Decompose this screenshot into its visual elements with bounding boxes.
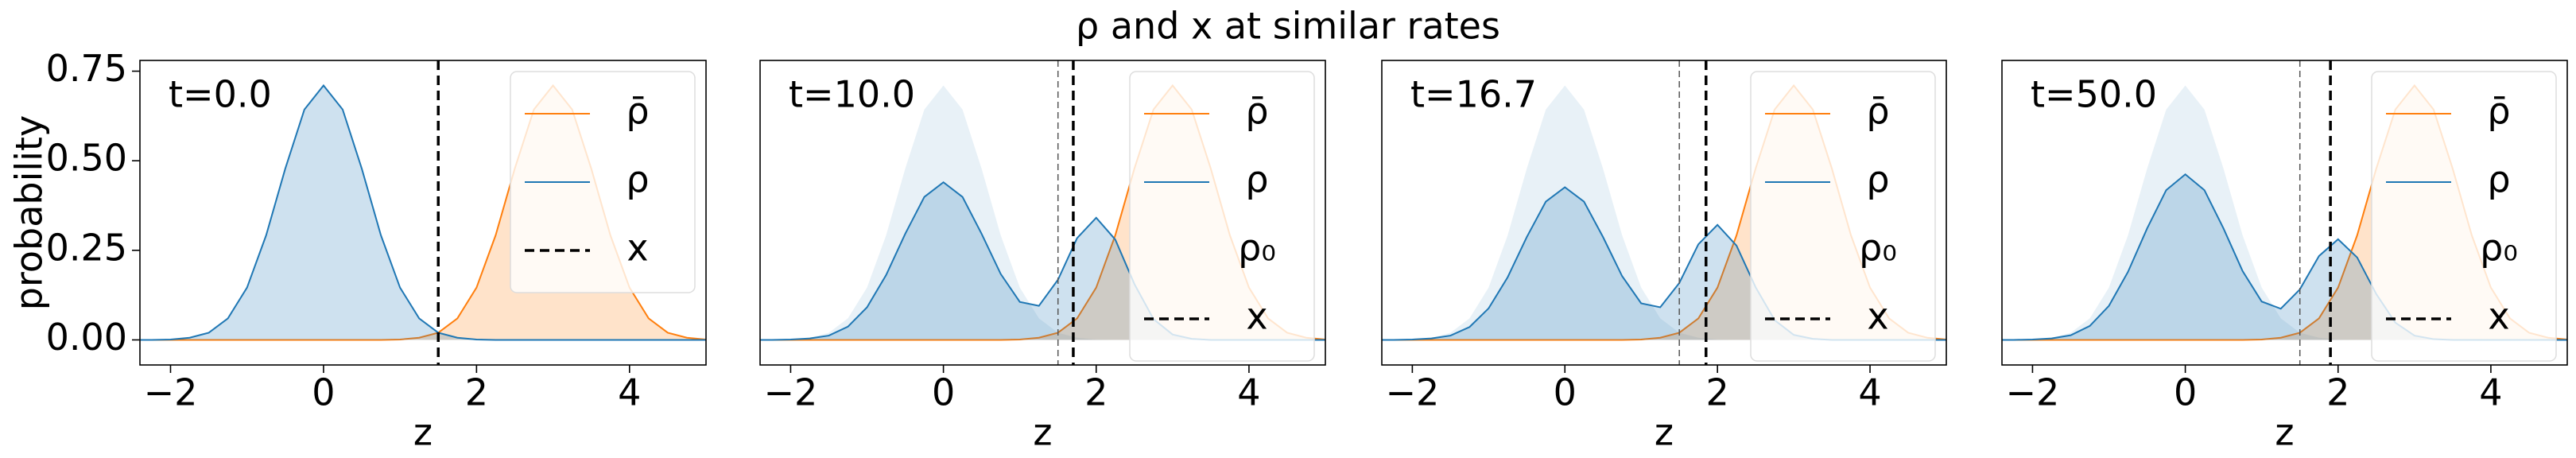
- axes-frame: [759, 60, 1326, 366]
- area: [140, 85, 706, 340]
- annotation: t=0.0: [169, 73, 272, 116]
- x-tick-label: 4: [618, 371, 641, 414]
- annotation: t=10.0: [789, 73, 915, 116]
- legend-label: ρ̄: [626, 90, 649, 133]
- area: [1382, 187, 1946, 340]
- area: [760, 182, 1325, 340]
- x-tick-label: 2: [1084, 371, 1108, 414]
- area: [760, 85, 1325, 340]
- x-axis-label: z: [2275, 411, 2294, 454]
- axes-frame: [139, 60, 707, 366]
- legend-label: ρ̄: [1866, 90, 1889, 133]
- legend-label: ρ: [1866, 158, 1889, 201]
- x-tick-label: −2: [1385, 371, 1439, 414]
- axes-frame: [2001, 60, 2568, 366]
- x-axis-label: z: [1655, 411, 1674, 454]
- y-tick-label: 0.25: [46, 226, 127, 269]
- x-tick-label: 0: [2174, 371, 2197, 414]
- legend: ρ̄ ρ ρ₀ x: [2371, 71, 2557, 362]
- x-tick-label: 4: [2479, 371, 2502, 414]
- legend-box: [1129, 71, 1315, 362]
- area: [2002, 85, 2567, 340]
- y-tick-label: 0.75: [46, 47, 127, 90]
- legend-label: ρ̄: [1245, 90, 1268, 133]
- legend-label: ρ: [626, 158, 649, 201]
- x-tick-label: 2: [465, 371, 488, 414]
- legend-label: x: [1867, 295, 1888, 338]
- x-tick-label: 0: [312, 371, 335, 414]
- legend-label: ρ: [1245, 158, 1268, 201]
- legend-label: ρ₀: [1859, 227, 1897, 270]
- legend-box: [510, 71, 696, 293]
- axes-frame: [1381, 60, 1947, 366]
- x-tick-label: −2: [764, 371, 818, 414]
- legend-label: x: [627, 227, 648, 270]
- x-axis-label: z: [1033, 411, 1052, 454]
- x-axis-label: z: [413, 411, 433, 454]
- area: [1382, 85, 1946, 340]
- x-tick-label: 0: [1554, 371, 1577, 414]
- x-tick-label: −2: [144, 371, 198, 414]
- x-tick-label: 0: [932, 371, 955, 414]
- legend-box: [1750, 71, 1936, 362]
- line: [140, 83, 706, 341]
- area: [2002, 174, 2567, 340]
- figure-title: ρ and x at similar rates: [1076, 5, 1500, 48]
- legend-label: x: [1246, 295, 1267, 338]
- legend-label: ρ₀: [1238, 227, 1276, 270]
- x-tick-label: −2: [2006, 371, 2060, 414]
- legend-label: ρ̄: [2487, 90, 2510, 133]
- x-tick-label: 4: [1237, 371, 1260, 414]
- legend: ρ̄ ρ ρ₀ x: [1750, 71, 1936, 362]
- legend-label: ρ: [2487, 158, 2510, 201]
- legend: ρ̄ ρx: [510, 71, 696, 293]
- y-tick-label: 0.00: [46, 316, 127, 359]
- legend-label: ρ₀: [2480, 227, 2518, 270]
- x-tick-label: 2: [2326, 371, 2349, 414]
- x-tick-label: 2: [1706, 371, 1729, 414]
- legend-label: x: [2488, 295, 2509, 338]
- legend: ρ̄ ρ ρ₀ x: [1129, 71, 1315, 362]
- y-axis-label: probability: [8, 115, 51, 310]
- annotation: t=16.7: [1410, 73, 1537, 116]
- x-tick-label: 4: [1858, 371, 1881, 414]
- y-tick-label: 0.50: [46, 137, 127, 180]
- legend-box: [2371, 71, 2557, 362]
- annotation: t=50.0: [2031, 73, 2157, 116]
